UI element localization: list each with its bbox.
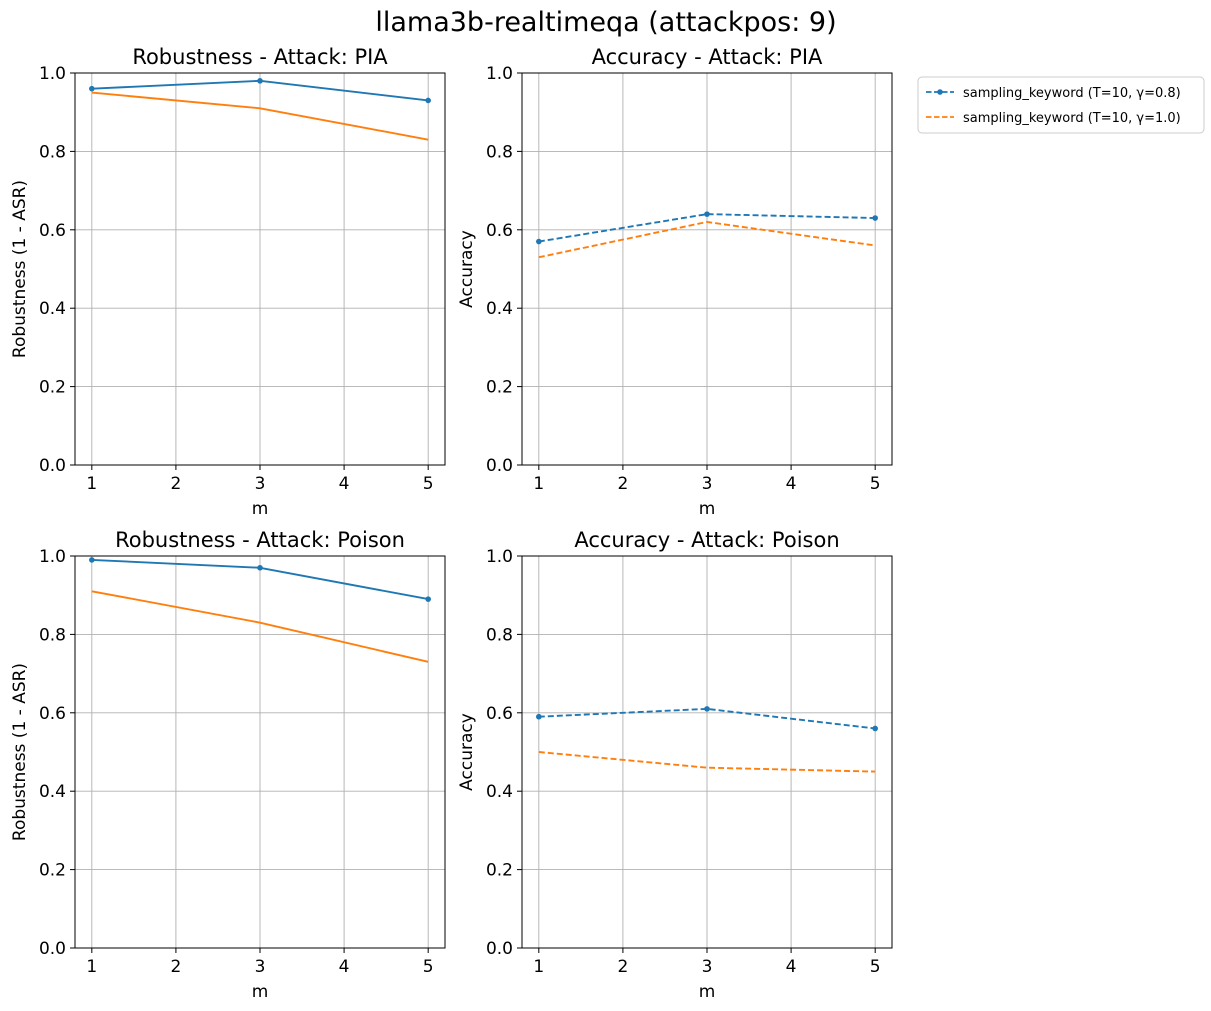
x-tick-label: 1: [533, 957, 544, 977]
x-tick-label: 1: [86, 957, 97, 977]
y-tick-label: 0.8: [486, 142, 513, 162]
panels: Robustness - Attack: PIA 1 2 3 4 5 0.0 0.2 0.4 0.…: [10, 45, 893, 1002]
y-tick-label: 0.0: [39, 456, 66, 476]
legend-marker-series-1: [937, 89, 943, 95]
y-tick-label: 0.4: [39, 782, 66, 802]
y-tick-label: 0.4: [486, 299, 513, 319]
y-tick-label: 1.0: [39, 547, 66, 567]
plot-frame: [521, 555, 893, 949]
x-tick-label: 1: [86, 474, 97, 494]
series-1-point: [872, 725, 878, 732]
x-tick-label: 2: [617, 957, 628, 977]
y-tick-label: 0.8: [486, 625, 513, 645]
x-axis-label: m: [699, 499, 716, 519]
x-tick-label: 4: [339, 957, 350, 977]
x-tick-label: 5: [423, 474, 434, 494]
series-1-point: [536, 238, 542, 245]
figure-suptitle: llama3b-realtimeqa (attackpos: 9): [375, 7, 836, 38]
x-tick-label: 2: [617, 474, 628, 494]
chart-panel-2: Accuracy - Attack: PIA 1 2 3 4 5 0.0 0.2 0.4 0.6 0…: [457, 45, 893, 519]
series-2-line: [538, 751, 876, 773]
legend-label-series-1: sampling_keyword (T=10, γ=0.8): [963, 86, 1181, 101]
x-tick-label: 4: [786, 474, 797, 494]
y-tick-label: 0.6: [39, 704, 66, 724]
legend-frame: [917, 76, 1205, 134]
series-1-line: [538, 707, 876, 730]
y-tick-label: 0.2: [486, 861, 513, 881]
y-axis-label: Robustness (1 - ASR): [10, 663, 30, 841]
y-tick-label: 0.2: [486, 378, 513, 398]
series-1-point: [257, 564, 263, 571]
chart-panel-4: Accuracy - Attack: Poison 1 2 3 4 5 0.0 0.2 0.4 0…: [457, 528, 893, 1002]
y-tick-label: 0.2: [39, 378, 66, 398]
chart-title: Accuracy - Attack: PIA: [592, 45, 823, 69]
y-axis-label: Accuracy: [457, 230, 477, 308]
y-tick-label: 0.4: [486, 782, 513, 802]
y-tick-label: 1.0: [486, 64, 513, 84]
series-1-point: [425, 97, 431, 104]
series-1-point: [89, 85, 95, 92]
y-tick-label: 0.4: [39, 299, 66, 319]
y-tick-label: 1.0: [39, 64, 66, 84]
series-2-line: [538, 221, 876, 259]
chart-title: Accuracy - Attack: Poison: [574, 528, 839, 552]
series-1-point: [872, 215, 878, 221]
chart-title: Robustness - Attack: PIA: [132, 45, 388, 69]
series-1-point: [704, 706, 710, 712]
y-tick-label: 0.0: [486, 939, 513, 959]
y-tick-label: 0.6: [39, 221, 66, 241]
y-tick-label: 0.0: [39, 939, 66, 959]
series-2-line: [91, 590, 429, 663]
y-tick-label: 0.2: [39, 861, 66, 881]
plot-frame: [521, 72, 893, 466]
legend-label-series-2: sampling_keyword (T=10, γ=1.0): [963, 111, 1181, 126]
x-axis-label: m: [252, 499, 269, 519]
x-tick-label: 4: [786, 957, 797, 977]
x-tick-label: 5: [870, 957, 881, 977]
x-tick-label: 3: [255, 474, 266, 494]
series-1-point: [704, 211, 710, 217]
x-axis-label: m: [699, 982, 716, 1002]
x-axis-label: m: [252, 982, 269, 1002]
series-1-point: [425, 596, 431, 602]
series-1-point: [536, 713, 542, 720]
series-1-line: [538, 213, 876, 243]
x-tick-label: 5: [870, 474, 881, 494]
chart-panel-1: Robustness - Attack: PIA 1 2 3 4 5 0.0 0.2 0.4 0.…: [10, 45, 446, 519]
y-tick-label: 0.6: [486, 221, 513, 241]
x-tick-label: 3: [702, 957, 713, 977]
y-axis-label: Robustness (1 - ASR): [10, 180, 30, 358]
y-axis-label: Accuracy: [457, 713, 477, 791]
plot-frame: [74, 72, 446, 466]
x-tick-label: 1: [533, 474, 544, 494]
legend: sampling_keyword (T=10, γ=0.8) sampling_…: [917, 76, 1205, 134]
y-tick-label: 0.8: [39, 142, 66, 162]
x-tick-label: 3: [702, 474, 713, 494]
x-tick-label: 2: [170, 957, 181, 977]
x-tick-label: 5: [423, 957, 434, 977]
y-tick-label: 1.0: [486, 547, 513, 567]
x-tick-label: 4: [339, 474, 350, 494]
chart-title: Robustness - Attack: Poison: [115, 528, 405, 552]
x-tick-label: 3: [255, 957, 266, 977]
y-tick-label: 0.8: [39, 625, 66, 645]
plot-frame: [74, 555, 446, 949]
series-1-point: [257, 78, 263, 84]
y-tick-label: 0.6: [486, 704, 513, 724]
x-tick-label: 2: [170, 474, 181, 494]
chart-panel-3: Robustness - Attack: Poison 1 2 3 4 5 0.0 0.2 0.…: [10, 528, 446, 1002]
y-tick-label: 0.0: [486, 456, 513, 476]
series-2-line: [91, 91, 429, 141]
series-1-point: [89, 557, 95, 563]
